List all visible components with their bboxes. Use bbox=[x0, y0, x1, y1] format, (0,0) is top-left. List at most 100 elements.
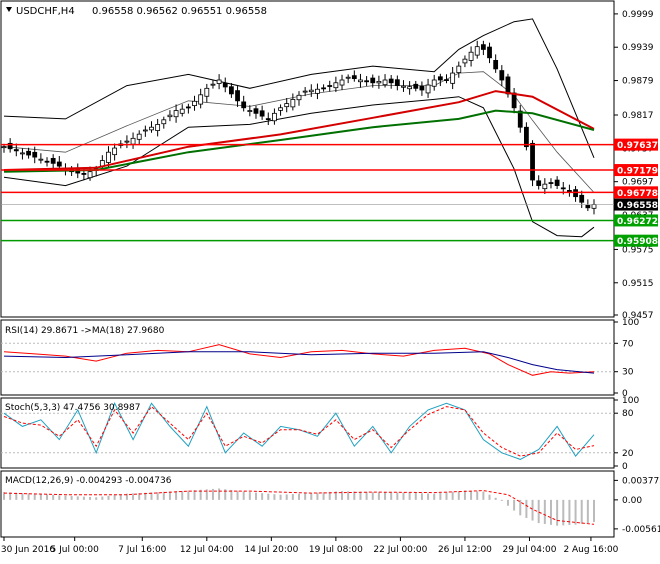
rsi-panel bbox=[0, 319, 615, 396]
candle-body bbox=[345, 76, 351, 79]
rsi-y-tick-label: 70 bbox=[622, 339, 634, 349]
candle-body bbox=[394, 79, 400, 86]
x-tick-label: 30 Jun 2016 bbox=[1, 545, 55, 555]
candle-body bbox=[142, 129, 148, 132]
candle-body bbox=[376, 80, 382, 84]
x-tick-label: 22 Jul 00:00 bbox=[373, 545, 427, 555]
stoch-y-tick-label: 80 bbox=[622, 409, 634, 419]
rsi-series-line bbox=[3, 351, 595, 374]
candle-body bbox=[480, 44, 486, 50]
candle-body bbox=[573, 189, 578, 198]
rsi-series-line bbox=[3, 344, 595, 376]
rsi-y-tick-label: 30 bbox=[622, 368, 634, 378]
candle-body bbox=[173, 110, 179, 118]
bollinger-lower-line bbox=[3, 96, 595, 238]
candle-body bbox=[585, 205, 591, 209]
x-tick-label: 26 Jul 12:00 bbox=[438, 545, 492, 555]
candle-body bbox=[13, 149, 19, 152]
candle-body bbox=[358, 79, 363, 83]
macd-plot-layer bbox=[3, 488, 595, 526]
candle-body bbox=[493, 60, 499, 70]
quote-label: 0.96558 0.96562 0.96551 0.96558 bbox=[92, 6, 267, 17]
candle-body bbox=[179, 108, 185, 114]
candle-body bbox=[290, 99, 296, 108]
level-label: 0.97637 bbox=[617, 141, 658, 151]
macd-y-tick-label: -0.005616 bbox=[622, 525, 660, 535]
candle-body bbox=[444, 79, 449, 81]
dropdown-arrow-icon[interactable] bbox=[6, 7, 12, 12]
bollinger-upper-line bbox=[3, 18, 595, 158]
candle-body bbox=[192, 100, 197, 107]
candle-body bbox=[499, 70, 505, 81]
candle-body bbox=[124, 140, 130, 143]
candle-body bbox=[161, 119, 167, 125]
candle-body bbox=[327, 85, 333, 87]
level-label-bg bbox=[614, 186, 658, 199]
candle-body bbox=[155, 124, 161, 131]
candle-body bbox=[7, 142, 13, 150]
candle-body bbox=[456, 65, 462, 74]
candle-body bbox=[511, 92, 517, 109]
candle-body bbox=[210, 83, 216, 86]
candle-body bbox=[370, 77, 376, 84]
current-price-label-bg bbox=[614, 198, 658, 211]
stoch-y-tick-label: 100 bbox=[622, 396, 639, 406]
candle-body bbox=[450, 72, 456, 84]
candle-body bbox=[308, 89, 314, 93]
candle-body bbox=[333, 82, 339, 89]
level-label-bg bbox=[614, 164, 658, 177]
main-y-tick-label: 0.9817 bbox=[622, 111, 654, 121]
candle-body bbox=[20, 152, 25, 155]
candle-body bbox=[382, 79, 388, 86]
stoch-title: Stoch(5,3,3) 47.4756 30.8987 bbox=[5, 403, 140, 413]
rsi-plot-layer bbox=[1, 342, 614, 376]
rsi-title: RSI(14) 29.8671 ->MA(18) 27.9680 bbox=[5, 326, 165, 336]
symbol-label: USDCHF,H4 bbox=[16, 6, 75, 17]
candle-body bbox=[87, 171, 93, 179]
candle-body bbox=[26, 150, 31, 156]
current-price-label: 0.96558 bbox=[617, 201, 658, 211]
candle-body bbox=[315, 88, 320, 94]
x-tick-label: 12 Jul 04:00 bbox=[180, 545, 234, 555]
rsi-y-tick-label: 100 bbox=[622, 318, 639, 328]
axis-labels-layer: 0.99990.99390.98790.98170.97570.96970.96… bbox=[1, 10, 660, 555]
candle-body bbox=[425, 84, 431, 94]
main-y-tick-label: 0.9999 bbox=[622, 10, 654, 20]
x-tick-label: 5 Jul 00:00 bbox=[51, 545, 100, 555]
macd-panel bbox=[0, 470, 615, 538]
candle-body bbox=[302, 90, 308, 93]
candle-body bbox=[591, 204, 597, 209]
level-label-bg bbox=[614, 138, 658, 151]
candle-body bbox=[468, 51, 474, 61]
candle-body bbox=[351, 75, 357, 80]
candle-body bbox=[228, 86, 234, 95]
moving-average-line bbox=[3, 109, 595, 173]
candle-body bbox=[388, 78, 394, 84]
candle-body bbox=[136, 133, 142, 140]
candle-body bbox=[296, 94, 302, 101]
x-tick-label: 19 Jul 08:00 bbox=[309, 545, 363, 555]
level-label-bg bbox=[614, 234, 658, 247]
candle-body bbox=[81, 173, 87, 175]
candle-body bbox=[284, 103, 290, 108]
candle-body bbox=[112, 147, 118, 156]
candle-body bbox=[364, 80, 370, 83]
macd-y-tick-label: 0.00 bbox=[622, 496, 642, 506]
macd-signal-line bbox=[3, 490, 595, 525]
candle-body bbox=[419, 85, 425, 91]
candle-body bbox=[437, 76, 443, 81]
candle-body bbox=[222, 82, 228, 88]
candle-body bbox=[259, 110, 265, 117]
stoch-plot-layer bbox=[1, 402, 614, 460]
candle-body bbox=[530, 142, 535, 181]
candle-body bbox=[505, 76, 511, 95]
main-y-tick-label: 0.9457 bbox=[622, 311, 654, 321]
candle-body bbox=[106, 151, 111, 163]
candle-body bbox=[474, 46, 480, 56]
level-label: 0.96778 bbox=[617, 189, 658, 199]
candle-body bbox=[216, 79, 222, 84]
main-plot-layer bbox=[1, 18, 614, 242]
main-y-tick-label: 0.9575 bbox=[622, 245, 654, 255]
level-label: 0.97179 bbox=[617, 167, 658, 177]
candle-body bbox=[204, 87, 210, 97]
